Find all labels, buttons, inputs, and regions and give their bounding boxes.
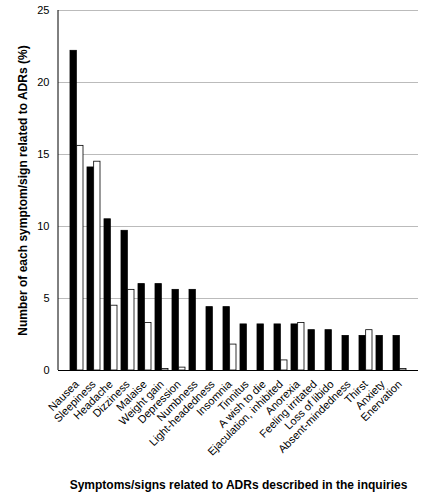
svg-text:20: 20 — [37, 76, 49, 88]
svg-text:Anxiety: Anxiety — [352, 377, 387, 412]
svg-text:Symptoms/signs related to ADRs: Symptoms/signs related to ADRs described… — [70, 478, 408, 492]
svg-text:0: 0 — [43, 364, 49, 376]
svg-text:Enervation: Enervation — [358, 378, 404, 424]
svg-text:Ejaculation, inhibited: Ejaculation, inhibited — [205, 377, 285, 458]
svg-text:Loss of libido: Loss of libido — [282, 377, 336, 432]
svg-text:Light-headedness: Light-headedness — [146, 377, 217, 449]
svg-text:15: 15 — [37, 148, 49, 160]
svg-text:Absent-mindedness: Absent-mindedness — [276, 377, 354, 455]
svg-text:A wish to die: A wish to die — [215, 377, 268, 430]
svg-text:Headache: Headache — [71, 377, 115, 422]
svg-text:25: 25 — [37, 4, 49, 16]
svg-text:Tinnitus: Tinnitus — [215, 377, 251, 414]
svg-text:Feeling irritated: Feeling irritated — [256, 377, 319, 440]
svg-text:Dizziness: Dizziness — [90, 377, 132, 420]
svg-text:Malaise: Malaise — [113, 377, 149, 413]
svg-text:Number of each symptom/sign re: Number of each symptom/sign related to A… — [16, 45, 30, 335]
svg-text:Thirst: Thirst — [342, 377, 370, 406]
svg-text:Weight gain: Weight gain — [116, 377, 166, 428]
svg-text:10: 10 — [37, 220, 49, 232]
svg-text:5: 5 — [43, 292, 49, 304]
svg-text:Anorexia: Anorexia — [262, 377, 302, 417]
svg-text:Depression: Depression — [135, 377, 183, 426]
svg-text:Insomnia: Insomnia — [193, 377, 234, 418]
svg-text:Nausea: Nausea — [45, 377, 81, 413]
svg-text:Numbness: Numbness — [154, 377, 200, 424]
svg-text:Sleepiness: Sleepiness — [51, 377, 98, 425]
